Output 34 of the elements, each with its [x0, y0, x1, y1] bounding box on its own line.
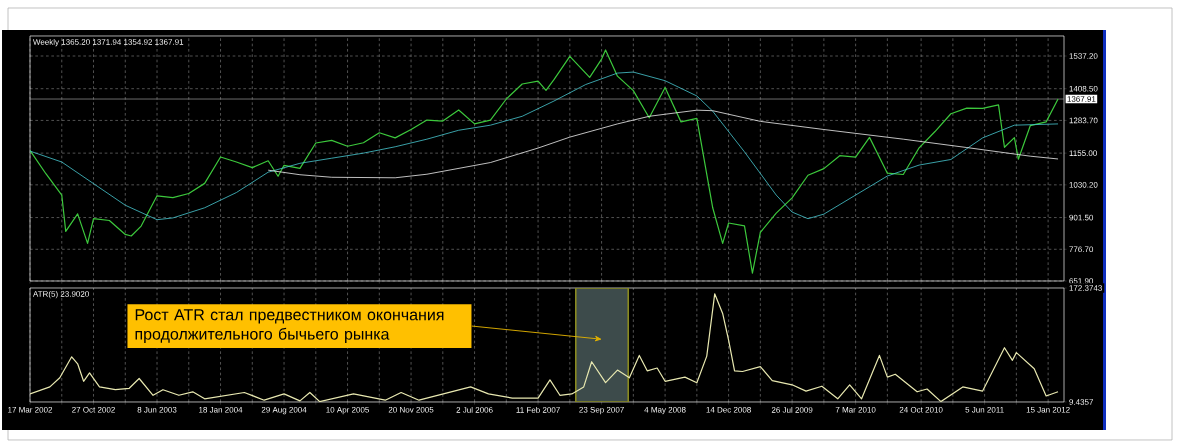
x-tick-label: 27 Oct 2002	[72, 406, 115, 413]
y-tick-label: 651.90	[1069, 278, 1094, 284]
ref-line-label: 1367.91	[1067, 96, 1096, 102]
x-tick-label: 11 Feb 2007	[516, 406, 560, 413]
y-tick-label: 1537.20	[1069, 53, 1098, 59]
x-tick-label: 15 Jan 2012	[1026, 406, 1070, 413]
x-tick-label: 23 Sep 2007	[579, 406, 624, 415]
annotation: Рост ATR стал предвестником окончания продолжительного бычьего рынка	[135, 309, 444, 343]
x-tick-label: 7 Mar 2010	[835, 406, 876, 413]
x-tick-label: 29 Aug 2004	[261, 406, 307, 415]
y-tick-label: 901.50	[1069, 214, 1094, 221]
x-tick-label: 26 Jul 2009	[771, 406, 813, 413]
x-tick-label: 14 Dec 2008	[706, 406, 751, 413]
x-tick-label: 20 Nov 2005	[388, 406, 434, 413]
y-tick-label: 776.70	[1069, 246, 1094, 253]
x-tick-label: 24 Oct 2010	[899, 406, 943, 413]
x-tick-label: 18 Jan 2004	[199, 406, 243, 413]
y-tick-label: 9.4357	[1069, 399, 1094, 405]
chart-title: Weekly 1365.20 1371.94 1354.92 1367.91	[32, 38, 184, 47]
x-tick-label: 4 May 2008	[644, 406, 686, 415]
line-series	[30, 293, 1059, 402]
y-tick-label: 1155.00	[1069, 150, 1097, 156]
line-series	[30, 49, 1059, 274]
line-series	[267, 109, 1059, 179]
x-tick-label: 10 Apr 2005	[326, 406, 369, 415]
x-tick-label: 17 Mar 2002	[8, 406, 53, 413]
x-tick-label: 5 Jun 2011	[965, 406, 1004, 413]
y-tick-label: 1030.20	[1069, 182, 1098, 188]
x-tick-label: 8 Jun 2003	[137, 406, 177, 413]
y-tick-label: 1408.50	[1069, 85, 1098, 92]
y-tick-label: 172.3743	[1069, 285, 1102, 291]
y-tick-label: 1283.70	[1069, 117, 1098, 124]
x-tick-label: 2 Jul 2006	[456, 406, 493, 413]
chart-title: ATR(5) 23.9020	[32, 290, 89, 299]
